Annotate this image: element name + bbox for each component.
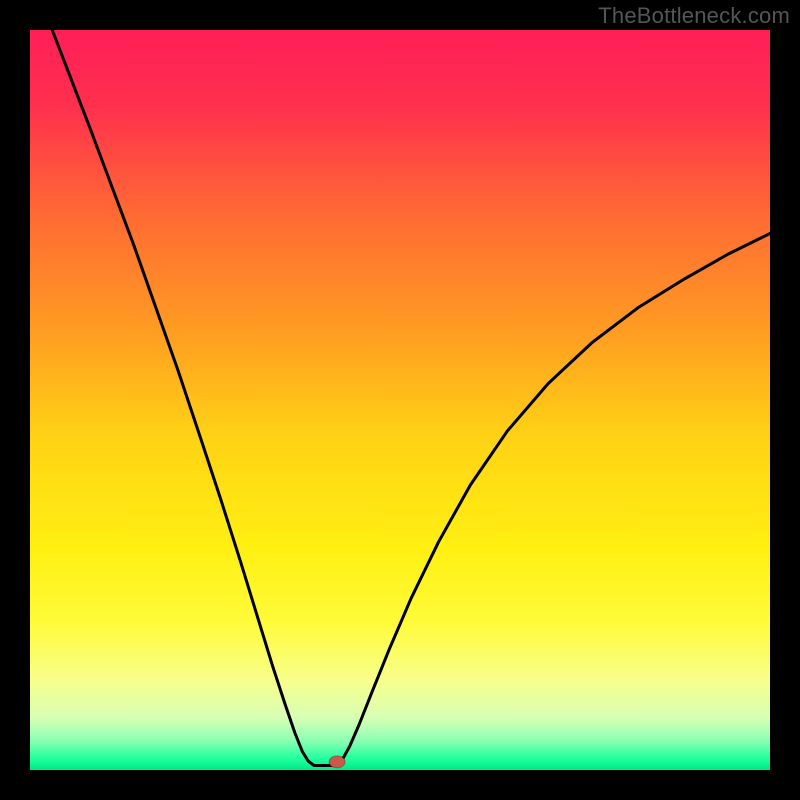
- watermark-text: TheBottleneck.com: [598, 3, 790, 29]
- plot-area: [30, 30, 770, 770]
- minimum-marker: [329, 756, 345, 768]
- curve-layer: [30, 30, 770, 770]
- bottleneck-curve: [52, 30, 770, 766]
